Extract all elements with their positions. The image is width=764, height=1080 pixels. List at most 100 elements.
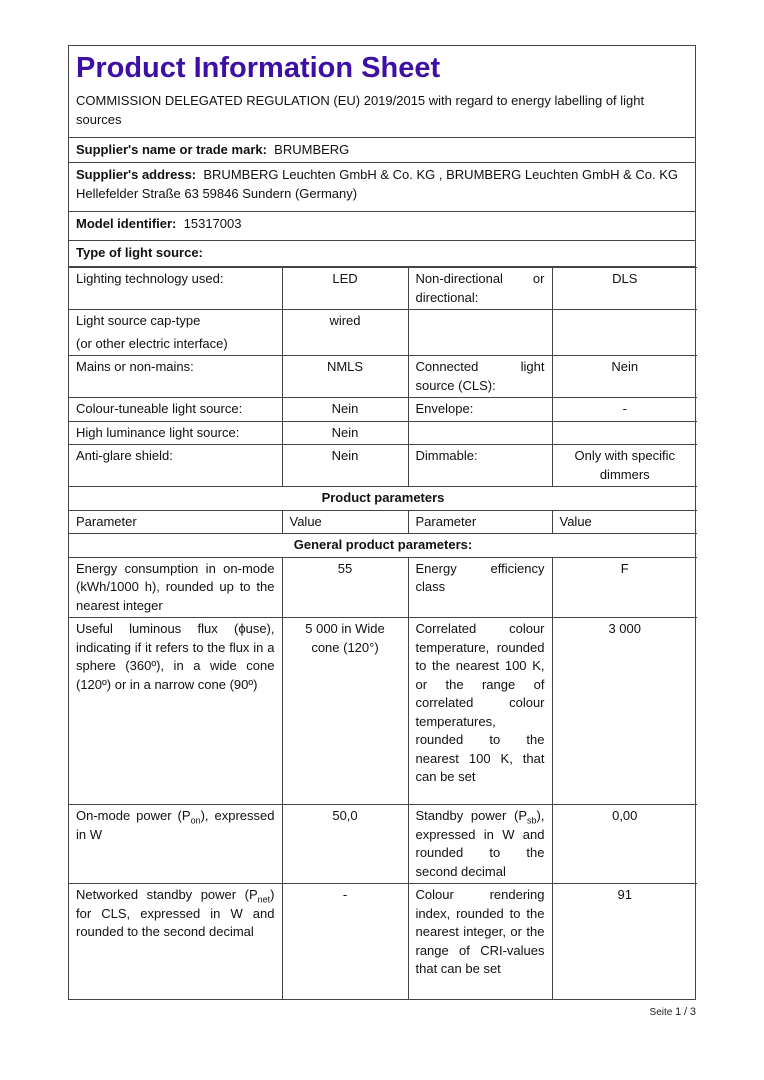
model-identifier-label: Model identifier:: [76, 216, 177, 231]
param-value: 50,0: [281, 804, 409, 884]
label-cell: Lighting technology used:: [69, 267, 283, 310]
label-cell: Light source cap-type (or other electric …: [69, 309, 283, 356]
page-label: Seite: [649, 1007, 673, 1018]
text: Standby power (P: [415, 808, 528, 823]
general-parameters-heading-row: General product parameters:: [69, 533, 697, 558]
text: 5 000 in Wide cone (120°): [305, 621, 385, 655]
label-cell: Non-directional or directional:: [407, 267, 553, 310]
product-information-sheet: Product Information Sheet COMMISSION DEL…: [68, 45, 697, 1000]
param-header-row: Parameter Value Parameter Value: [69, 509, 697, 534]
value-cell: -: [551, 397, 697, 422]
param-row: Useful luminous flux (ϕuse), indicating …: [69, 617, 697, 805]
label-cell: [407, 309, 553, 356]
supplier-address-value: BRUMBERG Leuchten GmbH & Co. KG , BRUMBE…: [76, 167, 679, 201]
param-value: 0,00: [551, 804, 697, 884]
type-row: Colour-tuneable light source: Nein Envelop…: [69, 397, 697, 422]
text: Energy efficiency class: [415, 560, 545, 595]
label-cell: Colour-tuneable light source:: [69, 397, 283, 422]
label-cell: High luminance light source:: [69, 420, 283, 445]
cell-line: (or other electric interface): [76, 335, 228, 351]
column-header: Parameter: [69, 509, 283, 534]
type-row: High luminance light source: Nein: [69, 420, 697, 445]
param-label: Energy consumption in on-mode (kWh/1000 …: [69, 556, 283, 618]
param-value: F: [551, 556, 697, 618]
label-cell: Dimmable:: [407, 444, 553, 487]
product-parameters-heading: Product parameters: [69, 486, 697, 511]
value-cell: LED: [281, 267, 409, 310]
label-cell: [407, 420, 553, 445]
text: On-mode power (P: [76, 808, 191, 823]
value-cell: DLS: [551, 267, 697, 310]
subscript: sb: [527, 815, 537, 826]
text: Networked standby power (P: [76, 887, 258, 902]
general-parameters-heading: General product parameters:: [69, 533, 697, 558]
value-cell: Only with specific dimmers: [551, 444, 697, 487]
page-separator: /: [684, 1006, 688, 1018]
product-parameters-heading-row: Product parameters: [69, 486, 697, 511]
text: 91: [617, 887, 632, 902]
label-cell: Mains or non-mains:: [69, 355, 283, 398]
supplier-address-row: Supplier's address: BRUMBERG Leuchten Gm…: [69, 163, 695, 212]
text: ), expressed in W: [76, 808, 275, 842]
text: 50,0: [332, 808, 358, 823]
text: 3 000: [608, 621, 642, 636]
page-title: Product Information Sheet: [76, 52, 441, 84]
text: Colour rendering index, rounded to the n…: [415, 887, 545, 976]
value-cell: Nein: [281, 420, 409, 445]
parameters-table: Lighting technology used: LED Non-directio…: [69, 267, 697, 999]
value-cell: Nein: [281, 444, 409, 487]
param-value: 55: [281, 556, 409, 618]
param-value: -: [281, 883, 409, 999]
text: Correlated colour temperature, rounded t…: [415, 621, 545, 784]
supplier-name-label: Supplier's name or trade mark:: [76, 142, 267, 157]
supplier-name-value: BRUMBERG: [274, 142, 350, 157]
text: -: [342, 887, 348, 902]
param-row: Networked standby power (Pnet) for CLS, …: [69, 883, 697, 999]
label-cell: Envelope:: [407, 397, 553, 422]
type-row: Lighting technology used: LED Non-directio…: [69, 267, 697, 310]
supplier-address-label: Supplier's address:: [76, 167, 197, 182]
type-row: Light source cap-type (or other electric …: [69, 309, 697, 356]
type-heading-row: Type of light source:: [69, 241, 695, 267]
label-cell: Connected light source (CLS):: [407, 355, 553, 398]
value-cell: Nein: [551, 355, 697, 398]
regulation-text: COMMISSION DELEGATED REGULATION (EU) 201…: [76, 93, 645, 127]
param-row: On-mode power (Pon), expressed in W 50,0 S…: [69, 804, 697, 884]
text: F: [620, 560, 629, 576]
param-label: Colour rendering index, rounded to the n…: [407, 883, 553, 999]
column-header: Parameter: [407, 509, 553, 534]
column-header: Value: [551, 509, 697, 534]
text: Energy consumption in on-mode (kWh/1000 …: [76, 560, 275, 613]
subscript: net: [257, 894, 271, 905]
page-number: 1: [675, 1006, 682, 1018]
label-cell: Anti-glare shield:: [69, 444, 283, 487]
param-value: 5 000 in Wide cone (120°): [281, 617, 409, 805]
param-label: Correlated colour temperature, rounded t…: [407, 617, 553, 805]
page-footer: Seite 1 / 3: [650, 1006, 696, 1018]
param-label: On-mode power (Pon), expressed in W: [69, 804, 283, 884]
page-total: 3: [689, 1006, 696, 1018]
cell-line: Light source cap-type: [76, 313, 201, 328]
type-row: Mains or non-mains: NMLS Connected light s…: [69, 355, 697, 398]
type-row: Anti-glare shield: Nein Dimmable: Only with…: [69, 444, 697, 487]
param-label: Energy efficiency class: [407, 556, 553, 618]
column-header: Value: [281, 509, 409, 534]
type-heading: Type of light source:: [76, 245, 203, 260]
header-block: Product Information Sheet COMMISSION DEL…: [69, 46, 695, 138]
model-identifier-row: Model identifier: 15317003: [69, 212, 695, 241]
value-cell: [551, 309, 697, 356]
text: ), expressed in W and rounded to the sec…: [415, 808, 545, 879]
subscript: on: [190, 815, 201, 826]
value-cell: Nein: [281, 397, 409, 422]
param-value: 3 000: [551, 617, 697, 805]
value-cell: wired: [281, 309, 409, 356]
supplier-name-row: Supplier's name or trade mark: BRUMBERG: [69, 138, 695, 163]
param-label: Useful luminous flux (ϕuse), indicating …: [69, 617, 283, 805]
value-cell: NMLS: [281, 355, 409, 398]
param-label: Standby power (Psb), expressed in W and …: [407, 804, 553, 884]
text: 0,00: [612, 808, 638, 823]
value-cell: [551, 420, 697, 445]
param-value: 91: [551, 883, 697, 999]
model-identifier-value: 15317003: [183, 216, 242, 231]
text: ) for CLS, expressed in W and rounded to…: [76, 887, 275, 939]
